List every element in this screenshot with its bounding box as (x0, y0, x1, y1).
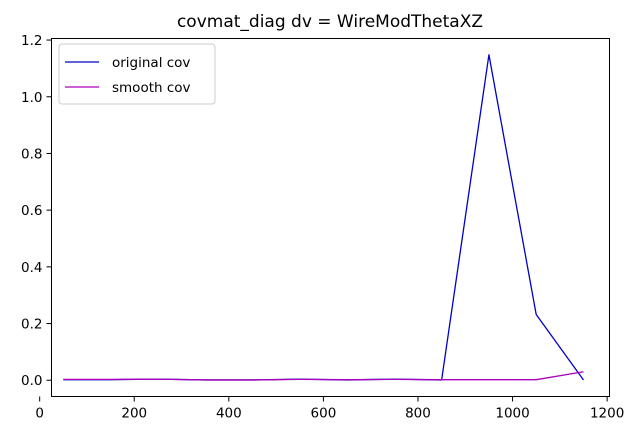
y-tick-label: 0.4 (21, 260, 42, 276)
x-tick-label: 0 (35, 406, 44, 422)
legend: original cov smooth cov (58, 43, 216, 105)
x-tick-label: 800 (405, 406, 431, 422)
x-tick-label: 400 (216, 406, 242, 422)
x-tick-label: 1200 (590, 406, 624, 422)
legend-label-0: original cov (112, 55, 190, 71)
y-tick-label: 0.6 (21, 203, 42, 219)
y-tick-label: 0.2 (21, 317, 42, 333)
x-tick-label: 1000 (495, 406, 529, 422)
legend-label-1: smooth cov (112, 80, 191, 96)
series-layer (63, 54, 585, 381)
chart-title: covmat_diag dv = WireModThetaXZ (177, 12, 483, 32)
x-tick-label: 200 (121, 406, 147, 422)
y-tick-label: 1.0 (21, 90, 42, 106)
x-tick-label: 600 (311, 406, 337, 422)
plot-frame (51, 38, 610, 397)
axes-layer: 0 200 400 600 800 1000 1200 0.0 0.2 0.4 0.6 0.8 1.0 1… (21, 33, 624, 421)
y-tick-label: 1.2 (21, 33, 42, 49)
series-line-1 (63, 371, 584, 381)
y-tick-label: 0.8 (21, 146, 42, 162)
y-tick-label: 0.0 (21, 373, 42, 389)
legend-box (58, 43, 216, 105)
